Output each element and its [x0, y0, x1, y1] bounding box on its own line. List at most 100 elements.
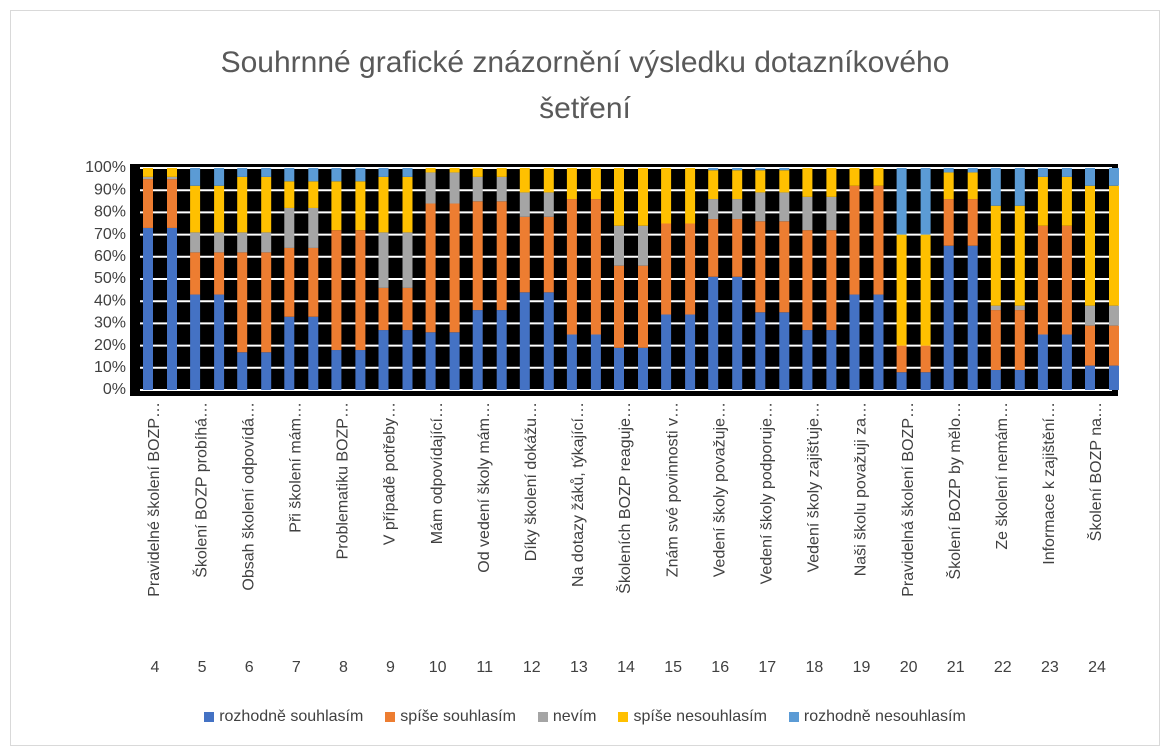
- legend: rozhodně souhlasím spíše souhlasím nevím sp…: [0, 708, 1170, 726]
- bar-segment-depth: [167, 168, 177, 177]
- bar-segment: [755, 192, 766, 222]
- legend-item: spíše nesouhlasím: [618, 708, 767, 726]
- bar-segment: [943, 199, 954, 246]
- bar-segment-depth: [873, 168, 884, 186]
- bar-segment: [425, 172, 436, 204]
- bar-segment: [190, 252, 201, 295]
- legend-label: spíše souhlasím: [400, 708, 516, 725]
- bar-segment-depth: [308, 247, 319, 317]
- x-tick-label: Pravidelné školení BOZP…: [146, 402, 163, 597]
- bar-segment: [849, 185, 860, 295]
- bar-segment-depth: [826, 168, 837, 197]
- bar-segment-depth: [308, 168, 319, 182]
- bar-segment: [237, 352, 248, 390]
- x-tick-label: Vedení školy považuje…: [711, 402, 728, 577]
- bar-segment-depth: [826, 230, 837, 331]
- bar-segment-depth: [873, 185, 884, 295]
- bar-segment-depth: [1109, 185, 1119, 306]
- bar-segment-depth: [1109, 168, 1119, 186]
- bar-segment-depth: [402, 232, 413, 288]
- x-group-label: 13: [570, 659, 588, 676]
- bar-segment-depth: [543, 292, 554, 390]
- bar-segment: [990, 370, 1001, 390]
- bar-segment: [519, 216, 530, 293]
- y-tick-label: 30%: [94, 315, 126, 332]
- bar-segment: [237, 252, 248, 353]
- bar-segment-depth: [355, 168, 366, 182]
- x-tick-label: Při školení mám…: [288, 402, 305, 533]
- x-group-label: 12: [523, 659, 541, 676]
- y-tick-label: 80%: [94, 204, 126, 221]
- bar-segment: [378, 330, 389, 390]
- bar-segment-depth: [402, 168, 413, 177]
- bar-segment: [708, 170, 719, 200]
- bar-segment: [425, 203, 436, 333]
- x-tick-label: Od vedení školy mám…: [476, 402, 493, 573]
- bar-segment: [190, 232, 201, 253]
- bar-segment: [237, 232, 248, 253]
- bar-segment: [1037, 168, 1048, 177]
- bar-segment: [1085, 325, 1095, 366]
- bar-segment-depth: [214, 168, 225, 186]
- x-tick-label: Vedení školy zajišťuje…: [806, 402, 823, 573]
- x-group-label: 17: [758, 659, 776, 676]
- bar-segment: [284, 316, 295, 390]
- bar-segment-depth: [1109, 325, 1119, 366]
- bar-segment-depth: [543, 168, 554, 193]
- bar-segment-depth: [920, 234, 931, 346]
- y-tick-label: 10%: [94, 359, 126, 376]
- bar-segment: [990, 305, 1001, 311]
- bar-segment-depth: [308, 207, 319, 248]
- x-group-label: 4: [151, 659, 160, 676]
- bar-segment: [896, 345, 907, 373]
- bar-segment: [943, 172, 954, 200]
- bar-segment: [143, 168, 153, 177]
- chart-frame: [10, 10, 1160, 746]
- bar-segment: [143, 179, 153, 228]
- y-tick-label: 100%: [85, 159, 126, 176]
- bar-segment-depth: [779, 312, 790, 390]
- bar-segment-depth: [402, 287, 413, 331]
- bar-segment: [425, 168, 436, 173]
- bar-segment: [284, 207, 295, 248]
- x-group-label: 20: [900, 659, 918, 676]
- x-group-label: 15: [664, 659, 682, 676]
- bar-segment-depth: [1061, 334, 1072, 390]
- y-tick-label: 70%: [94, 226, 126, 243]
- bar-segment-depth: [732, 276, 743, 390]
- bar-segment-depth: [685, 168, 696, 224]
- bar-segment: [566, 334, 577, 390]
- bar-segment-depth: [449, 172, 460, 204]
- bar-segment-depth: [1109, 305, 1119, 326]
- bar-segment-depth: [496, 201, 507, 311]
- bar-segment-depth: [967, 168, 978, 173]
- bar-segment-depth: [920, 168, 931, 235]
- y-tick-label: 50%: [94, 270, 126, 287]
- bar-segment-depth: [1014, 310, 1025, 371]
- legend-swatch: [537, 712, 548, 722]
- bar-segment-depth: [449, 203, 460, 333]
- bar-segment: [1037, 225, 1048, 335]
- bar-segment-depth: [732, 199, 743, 220]
- x-group-label: 7: [292, 659, 301, 676]
- bar-segment-depth: [638, 265, 648, 348]
- bar-segment: [190, 185, 201, 233]
- x-group-label: 23: [1041, 659, 1059, 676]
- bar-segment-depth: [1014, 205, 1025, 306]
- bar-segment: [661, 168, 672, 224]
- bar-segment: [755, 221, 766, 313]
- bar-segment-depth: [732, 170, 743, 200]
- bar-segment-depth: [261, 168, 272, 177]
- bar-segment: [425, 332, 436, 390]
- bar-segment-depth: [449, 168, 460, 173]
- bar-segment: [614, 225, 624, 266]
- bar-segment: [566, 199, 577, 335]
- bar-segment: [802, 230, 813, 331]
- x-group-label: 10: [429, 659, 447, 676]
- bar-segment: [331, 168, 342, 182]
- x-group-label: 8: [339, 659, 348, 676]
- bar-segment: [237, 168, 248, 177]
- x-tick-label: Na dotazy žáků, týkající…: [569, 402, 587, 587]
- bar-segment-depth: [214, 232, 225, 253]
